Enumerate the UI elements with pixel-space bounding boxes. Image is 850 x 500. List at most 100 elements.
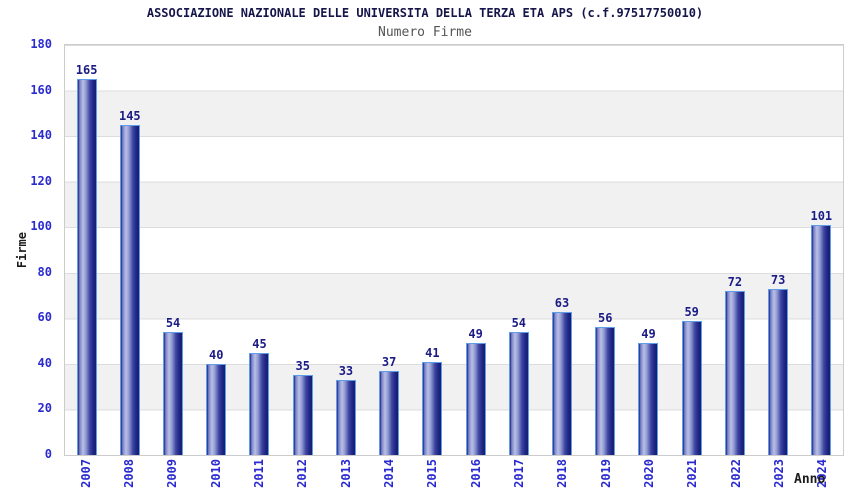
- x-tick-slot: 2010: [194, 459, 237, 488]
- x-tick-slot: 2016: [454, 459, 497, 488]
- x-tick-slot: 2018: [541, 459, 584, 488]
- x-tick-label: 2017: [511, 459, 526, 488]
- bar-slot-2017: 54: [497, 45, 540, 455]
- x-tick-label: 2019: [598, 459, 613, 488]
- x-tick-label: 2022: [728, 459, 743, 488]
- bar-value-label: 41: [425, 345, 440, 360]
- bar-value-label: 40: [209, 347, 224, 362]
- x-tick-label: 2021: [685, 459, 700, 488]
- x-tick-slot: 2009: [151, 459, 194, 488]
- bar-slot-2016: 49: [454, 45, 497, 455]
- bar-value-label: 101: [810, 208, 833, 223]
- bar-value-label: 59: [684, 304, 699, 319]
- plot-area: 165 145 54 40 45 35 33 37 41 49 54 63 56 49 59 72 73 101: [64, 44, 844, 456]
- bar-slot-2021: 59: [670, 45, 713, 455]
- x-tick-slot: 2013: [324, 459, 367, 488]
- x-tick-slot: 2022: [714, 459, 757, 488]
- bar-2011: [249, 352, 270, 455]
- bar-slot-2008: 145: [108, 45, 151, 455]
- bar-2017: [508, 332, 529, 455]
- x-tick-slot: 2008: [107, 459, 150, 488]
- bar-2024: [811, 224, 832, 455]
- chart-subtitle: Numero Firme: [378, 25, 472, 40]
- bar-value-label: 73: [770, 272, 786, 287]
- bar-value-label: 56: [598, 311, 613, 326]
- bar-slot-2020: 49: [627, 45, 670, 455]
- bar-2010: [206, 363, 227, 455]
- x-axis-ticks: 2007 2008 2009 2010 2011 2012 2013 2014 2015 2016…: [64, 459, 844, 499]
- bar-slot-2023: 73: [757, 45, 800, 455]
- x-tick-label: 2011: [251, 459, 266, 488]
- x-tick-label: 2014: [381, 459, 396, 488]
- bar-2007: [76, 79, 97, 455]
- bars-container: 165 145 54 40 45 35 33 37 41 49 54 63 56 49 59 72 73 101: [65, 45, 843, 455]
- y-tick-label: 80: [37, 264, 52, 279]
- x-tick-label: 2012: [295, 459, 310, 488]
- bar-value-label: 45: [252, 336, 267, 351]
- bar-value-label: 49: [468, 327, 483, 342]
- bar-slot-2013: 33: [324, 45, 367, 455]
- bar-slot-2019: 56: [584, 45, 627, 455]
- bar-value-label: 33: [338, 363, 354, 378]
- x-tick-slot: 2007: [64, 459, 107, 488]
- x-tick-slot: 2019: [584, 459, 627, 488]
- bar-value-label: 35: [295, 359, 310, 374]
- x-tick-label: 2009: [165, 459, 180, 488]
- x-tick-label: 2010: [208, 459, 223, 488]
- x-tick-slot: 2015: [411, 459, 454, 488]
- bar-value-label: 165: [75, 63, 98, 78]
- y-tick-label: 140: [30, 128, 52, 143]
- bar-slot-2012: 35: [281, 45, 324, 455]
- bar-2012: [292, 375, 313, 455]
- bar-slot-2007: 165: [65, 45, 108, 455]
- y-tick-label: 60: [37, 310, 52, 325]
- bar-slot-2015: 41: [411, 45, 454, 455]
- y-tick-label: 160: [30, 82, 52, 97]
- y-tick-label: 180: [30, 37, 52, 51]
- x-tick-slot: 2011: [237, 459, 280, 488]
- y-tick-label: 20: [37, 401, 52, 416]
- bar-value-label: 54: [511, 316, 527, 330]
- x-tick-label: 2008: [121, 459, 136, 488]
- x-tick-slot: 2012: [281, 459, 324, 488]
- bar-slot-2024: 101: [800, 45, 843, 455]
- bar-value-label: 37: [381, 354, 397, 369]
- chart-title: ASSOCIAZIONE NAZIONALE DELLE UNIVERSITA …: [146, 6, 704, 20]
- x-tick-slot: 2014: [367, 459, 410, 488]
- bar-value-label: 145: [118, 108, 141, 123]
- bar-2015: [422, 361, 443, 455]
- bar-2008: [119, 124, 140, 455]
- bar-2021: [681, 320, 702, 455]
- y-axis-title: Firme: [14, 44, 30, 456]
- bar-slot-2011: 45: [238, 45, 281, 455]
- x-tick-label: 2007: [78, 459, 93, 488]
- bar-slot-2022: 72: [713, 45, 756, 455]
- bar-value-label: 49: [641, 327, 656, 342]
- bar-slot-2018: 63: [540, 45, 583, 455]
- x-tick-label: 2013: [338, 459, 353, 488]
- y-tick-label: 120: [30, 173, 52, 188]
- bar-2019: [595, 327, 616, 455]
- bar-2016: [465, 343, 486, 455]
- x-tick-label: 2020: [641, 459, 656, 488]
- bar-2013: [335, 379, 356, 455]
- y-axis-title-label: Firme: [15, 231, 29, 269]
- x-tick-slot: 2020: [627, 459, 670, 488]
- bar-2009: [163, 332, 184, 455]
- bar-value-label: 63: [554, 295, 570, 310]
- bar-value-label: 54: [165, 316, 181, 330]
- x-tick-label: 2023: [771, 459, 786, 488]
- x-tick-label: 2018: [555, 459, 570, 488]
- bar-2014: [379, 370, 400, 455]
- bar-2020: [638, 343, 659, 455]
- y-tick-label: 40: [37, 355, 52, 370]
- x-tick-label: 2015: [425, 459, 440, 488]
- bar-slot-2009: 54: [151, 45, 194, 455]
- bar-slot-2010: 40: [195, 45, 238, 455]
- x-tick-slot: 2021: [671, 459, 714, 488]
- bar-2018: [552, 311, 573, 455]
- x-tick-slot: 2017: [497, 459, 540, 488]
- y-tick-label: 0: [44, 447, 52, 461]
- x-axis-title: Anno: [794, 472, 826, 487]
- x-tick-label: 2016: [468, 459, 483, 488]
